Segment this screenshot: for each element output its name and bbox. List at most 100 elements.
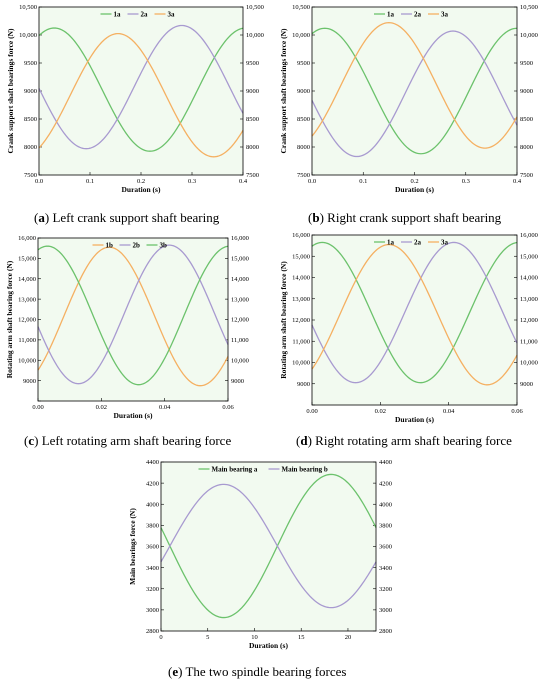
y-tick-label: 3400 — [146, 565, 159, 572]
y-tick-label: 8500 — [297, 116, 310, 123]
y-tick-label-right: 8500 — [520, 116, 533, 123]
caption-a: (a) Left crank support shaft bearing — [34, 210, 220, 225]
x-tick-label: 0.06 — [222, 404, 234, 411]
y-tick-label-right: 9000 — [231, 378, 244, 385]
x-tick-label: 0.4 — [239, 178, 248, 185]
legend-entry: 2b — [133, 241, 141, 249]
y-tick-label: 15,000 — [18, 256, 36, 263]
chart-c-group: 9000 9000 10,000 10,000 11,000 11,000 12,000 12… — [5, 235, 249, 420]
y-tick-label: 9000 — [24, 88, 37, 95]
y-tick-label-right: 10,000 — [520, 360, 538, 367]
series-line-3a — [311, 243, 518, 386]
y-tick-label: 9500 — [297, 60, 310, 67]
x-tick-label: 0.02 — [375, 408, 386, 415]
series-line-3a — [311, 22, 518, 149]
y-tick-label: 3200 — [146, 586, 159, 593]
series-line-1a — [311, 241, 518, 384]
y-tick-label: 10,000 — [292, 32, 310, 39]
x-tick-label: 0.04 — [159, 404, 171, 411]
legend-entry: 2a — [414, 10, 422, 18]
y-tick-label: 9500 — [24, 60, 37, 67]
y-tick-label-right: 10,000 — [520, 32, 538, 39]
x-tick-label: 20 — [345, 634, 352, 641]
y-tick-label-right: 9000 — [246, 88, 259, 95]
y-tick-label: 2800 — [146, 628, 159, 635]
legend-entry: 3a — [441, 238, 449, 246]
y-tick-label: 9000 — [23, 378, 36, 385]
x-axis-label: Duration (s) — [114, 411, 153, 420]
y-tick-label-right: 3200 — [379, 586, 392, 593]
x-tick-label: 0.02 — [96, 404, 107, 411]
y-tick-label-right: 8000 — [246, 144, 259, 151]
plot-frame — [38, 6, 244, 176]
series-line-2a — [311, 241, 518, 384]
x-tick-label: 10 — [251, 634, 258, 641]
x-tick-label: 0.4 — [513, 178, 522, 185]
series-line-2a — [38, 24, 244, 150]
y-tick-label: 13,000 — [292, 296, 310, 303]
y-tick-label: 12,000 — [292, 317, 310, 324]
y-tick-label: 9000 — [297, 88, 310, 95]
caption-d: (d) Right rotating arm shaft bearing for… — [296, 433, 512, 448]
series-line-2a — [311, 30, 518, 158]
y-axis-label: Crank support shaft bearings force (N) — [6, 28, 15, 154]
x-tick-label: 0.2 — [410, 178, 418, 185]
y-tick-label-right: 8000 — [520, 144, 533, 151]
legend-entry: 3a — [441, 10, 449, 18]
y-tick-label-right: 11,000 — [231, 337, 249, 344]
plot-area — [38, 238, 228, 401]
y-tick-label: 16,000 — [18, 235, 36, 242]
y-tick-label-right: 9500 — [246, 60, 259, 67]
y-tick-label: 4400 — [146, 459, 159, 466]
y-tick-label-right: 9000 — [520, 88, 533, 95]
legend-entry: 1a — [114, 10, 122, 18]
y-tick-label-right: 8500 — [246, 116, 259, 123]
y-tick-label: 3800 — [146, 523, 159, 530]
series-line-1a — [311, 27, 518, 155]
y-tick-label: 11,000 — [292, 338, 310, 345]
x-tick-label: 15 — [298, 634, 305, 641]
x-tick-label: 0.00 — [306, 408, 317, 415]
y-tick-label-right: 10,000 — [246, 32, 264, 39]
y-tick-label-right: 10,500 — [520, 4, 538, 11]
y-tick-label: 13,000 — [18, 296, 36, 303]
legend-entry: 3b — [160, 241, 168, 249]
y-tick-label-right: 10,500 — [246, 4, 264, 11]
series-line-1a — [38, 27, 244, 152]
plot-frame — [37, 237, 229, 402]
y-tick-label: 8000 — [297, 144, 310, 151]
y-tick-label: 4000 — [146, 501, 159, 508]
y-tick-label: 7500 — [297, 172, 310, 179]
x-tick-label: 0.3 — [188, 178, 196, 185]
y-tick-label-right: 4400 — [379, 459, 392, 466]
x-tick-label: 0.1 — [86, 178, 94, 185]
x-tick-label: 0.06 — [511, 408, 523, 415]
y-tick-label: 8500 — [24, 116, 37, 123]
y-tick-label-right: 3000 — [379, 607, 392, 614]
y-tick-label: 3000 — [146, 607, 159, 614]
series-line-main-bearing-b — [160, 483, 377, 609]
chart-b-group: 7500 7500 8000 8000 8500 8500 9000 9000 9500 9500… — [279, 4, 538, 194]
y-tick-label: 10,000 — [19, 32, 37, 39]
x-axis-label: Duration (s) — [122, 185, 161, 194]
y-tick-label: 10,500 — [19, 4, 37, 11]
x-tick-label: 0.00 — [32, 404, 43, 411]
y-tick-label: 8000 — [24, 144, 37, 151]
y-tick-label-right: 10,000 — [231, 357, 249, 364]
y-tick-label-right: 14,000 — [231, 276, 249, 283]
y-tick-label-right: 2800 — [379, 628, 392, 635]
x-tick-label: 0.1 — [359, 178, 367, 185]
y-axis-label: Crank support shaft bearings force (N) — [279, 28, 288, 154]
y-tick-label-right: 3600 — [379, 544, 392, 551]
x-tick-label: 0 — [159, 634, 162, 641]
plot-area — [312, 7, 517, 175]
x-axis-label: Duration (s) — [395, 185, 434, 194]
legend-entry: Main bearing b — [282, 465, 328, 473]
y-axis-label: Main bearings force (N) — [128, 508, 137, 585]
legend-entry: 1a — [387, 238, 395, 246]
y-tick-label: 12,000 — [18, 317, 36, 324]
y-tick-label-right: 15,000 — [231, 256, 249, 263]
legend-entry: 2a — [141, 10, 149, 18]
y-tick-label: 15,000 — [292, 253, 310, 260]
caption-e: (e) The two spindle bearing forces — [168, 664, 347, 679]
